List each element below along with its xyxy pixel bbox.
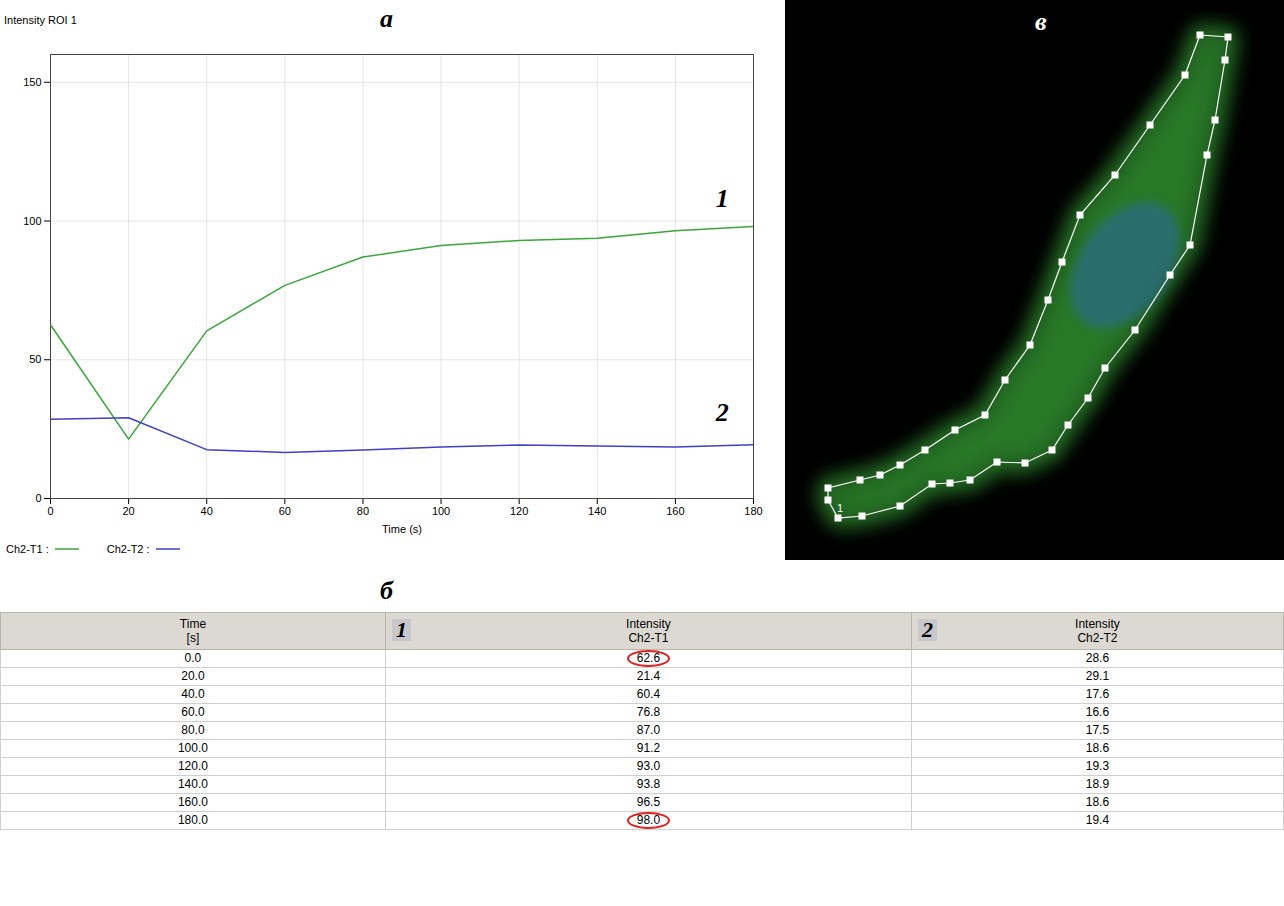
html-text:Intensity: Intensity — [1075, 617, 1120, 631]
svg-text:100: 100 — [432, 505, 450, 517]
html-text:Time: Time — [179, 617, 207, 631]
html-text:Ch2-T2: Ch2-T2 — [1077, 631, 1118, 645]
html-text:Intensity: Intensity — [626, 617, 671, 631]
html-text:Ch2-T1 :: Ch2-T1 : — [6, 543, 49, 555]
html-text:29.1: 29.1 — [1085, 669, 1110, 683]
svg-text:1: 1 — [716, 184, 729, 213]
svg-text:1: 1 — [837, 502, 843, 514]
html-text:1: 1 — [395, 617, 407, 642]
svg-text:180: 180 — [744, 505, 762, 517]
svg-text:50: 50 — [29, 353, 41, 365]
svg-text:60: 60 — [279, 505, 291, 517]
html-text:60.4: 60.4 — [636, 687, 661, 701]
svg-text:Time (s): Time (s) — [382, 523, 422, 535]
html-text:[s]: [s] — [186, 631, 200, 645]
html-text:а: а — [380, 4, 393, 33]
html-text:18.6: 18.6 — [1085, 795, 1110, 809]
html-text:40.0: 40.0 — [181, 687, 205, 701]
html-text:Ch2-T1: Ch2-T1 — [628, 631, 669, 645]
svg-text:2: 2 — [715, 398, 729, 427]
svg-text:140: 140 — [588, 505, 606, 517]
html-text:93.0: 93.0 — [636, 759, 661, 773]
html-text:20.0: 20.0 — [181, 669, 205, 683]
svg-text:в: в — [1035, 7, 1047, 36]
html-text:62.6: 62.6 — [636, 651, 661, 665]
html-text:160.0: 160.0 — [177, 795, 208, 809]
html-text:0.0: 0.0 — [184, 651, 202, 665]
html-text:17.5: 17.5 — [1085, 723, 1110, 737]
html-text:19.4: 19.4 — [1085, 813, 1110, 827]
html-text:Ch2-T2 :: Ch2-T2 : — [106, 543, 150, 555]
svg-text:150: 150 — [23, 76, 41, 88]
html-text:18.6: 18.6 — [1085, 741, 1110, 755]
html-text:б: б — [380, 576, 393, 605]
svg-text:100: 100 — [23, 215, 41, 227]
html-text:19.3: 19.3 — [1085, 759, 1110, 773]
html-text:98.0: 98.0 — [636, 813, 661, 827]
html-text:140.0: 140.0 — [177, 777, 208, 791]
svg-text:40: 40 — [201, 505, 213, 517]
html-text:80.0: 80.0 — [181, 723, 205, 737]
html-text:120.0: 120.0 — [177, 759, 208, 773]
html-text:87.0: 87.0 — [636, 723, 661, 737]
svg-text:160: 160 — [666, 505, 684, 517]
html-text:Intensity ROI 1: Intensity ROI 1 — [4, 14, 77, 26]
html-text:17.6: 17.6 — [1085, 687, 1110, 701]
svg-text:20: 20 — [122, 505, 134, 517]
html-text:100.0: 100.0 — [177, 741, 208, 755]
html-text:18.9: 18.9 — [1085, 777, 1110, 791]
html-text:21.4: 21.4 — [636, 669, 661, 683]
html-text:76.8: 76.8 — [636, 705, 661, 719]
html-text:60.0: 60.0 — [181, 705, 205, 719]
html-text:2: 2 — [921, 617, 933, 642]
svg-text:0: 0 — [35, 492, 41, 504]
html-text:180.0: 180.0 — [177, 813, 208, 827]
svg-text:80: 80 — [357, 505, 369, 517]
html-text:93.8: 93.8 — [636, 777, 661, 791]
html-text:91.2: 91.2 — [636, 741, 661, 755]
svg-text:0: 0 — [47, 505, 53, 517]
html-text:96.5: 96.5 — [636, 795, 661, 809]
html-text:16.6: 16.6 — [1085, 705, 1110, 719]
svg-text:120: 120 — [510, 505, 528, 517]
html-text:28.6: 28.6 — [1085, 651, 1110, 665]
